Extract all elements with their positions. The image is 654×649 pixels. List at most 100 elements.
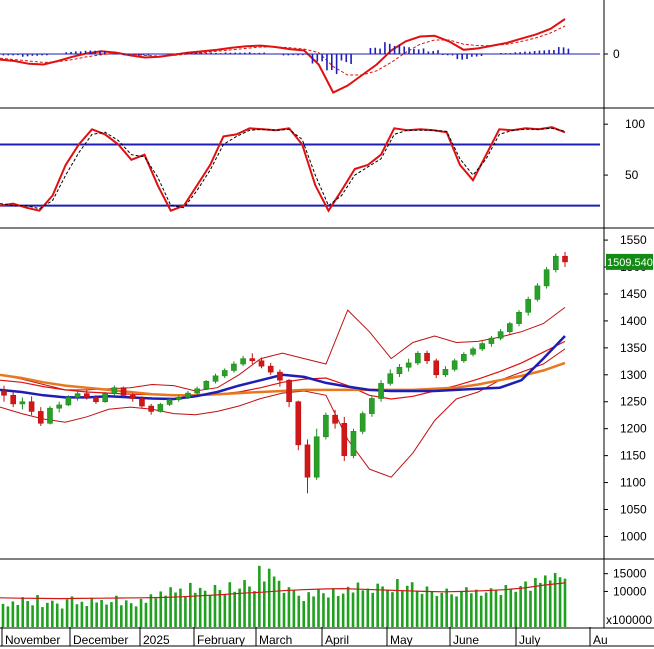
- price-tick-label: 1150: [620, 449, 646, 463]
- candle-body: [10, 394, 17, 405]
- month-label: June: [453, 633, 479, 647]
- candle-body: [295, 401, 302, 446]
- volume-bar: [26, 601, 29, 627]
- candle-body: [323, 414, 329, 438]
- candle-body: [19, 401, 26, 405]
- volume-bar: [331, 588, 335, 627]
- last-price-badge: [606, 253, 653, 270]
- volume-bar: [430, 591, 434, 627]
- volume-bar: [198, 587, 202, 627]
- volume-bar: [164, 595, 167, 627]
- volume-bar: [405, 585, 409, 627]
- volume-bar: [563, 578, 567, 627]
- volume-bar: [509, 589, 513, 627]
- volume-bar: [356, 582, 360, 627]
- volume-tick-label: 15000: [613, 567, 647, 581]
- volume-bar: [233, 591, 237, 627]
- candle-body: [111, 387, 118, 394]
- last-price-label: 1509.540: [607, 257, 653, 269]
- volume-moving-average: [0, 582, 566, 600]
- volume-bar: [341, 593, 345, 627]
- volume-bar: [149, 594, 153, 627]
- candle-body: [479, 343, 486, 350]
- volume-bar: [243, 580, 246, 627]
- candle-body: [1, 390, 7, 396]
- candle-body: [332, 414, 338, 424]
- volume-bar: [60, 608, 64, 627]
- candle-body: [157, 404, 164, 412]
- volume-bar: [425, 586, 429, 627]
- candle-body: [240, 358, 246, 365]
- macd-tick-label: 0: [613, 47, 620, 61]
- volume-bar: [95, 602, 98, 627]
- stochastic-panel: 50 100: [0, 117, 645, 213]
- candle-body: [28, 401, 35, 412]
- candle-body: [341, 422, 348, 456]
- candle-body: [166, 399, 173, 405]
- month-label: Au: [593, 633, 608, 647]
- month-label: February: [197, 633, 245, 647]
- candle-body: [387, 373, 394, 384]
- month-label: March: [259, 633, 292, 647]
- macd-line: [0, 18, 566, 94]
- candle-body: [525, 299, 532, 313]
- volume-bar: [381, 586, 384, 627]
- volume-bar: [90, 597, 94, 627]
- candle-body: [47, 407, 53, 424]
- volume-bar: [208, 595, 212, 627]
- month-label: December: [73, 633, 128, 647]
- volume-bar: [75, 604, 79, 627]
- volume-bar: [100, 599, 103, 627]
- volume-bar: [474, 589, 478, 627]
- volume-bar: [272, 576, 276, 627]
- candle-body: [488, 337, 495, 344]
- candle-body: [212, 375, 219, 382]
- candle-body: [461, 354, 467, 362]
- volume-bar: [41, 607, 44, 627]
- candle-body: [378, 383, 384, 399]
- bollinger-lower-band: [0, 348, 566, 478]
- volume-bar: [440, 592, 444, 627]
- candle-body: [148, 405, 154, 412]
- price-tick-label: 1000: [620, 529, 647, 543]
- volume-bar: [55, 603, 59, 627]
- volume-bar: [46, 602, 49, 627]
- volume-bar: [213, 585, 217, 627]
- price-tick-label: 1250: [620, 395, 647, 409]
- volume-bar: [548, 580, 552, 627]
- volume-bar: [50, 600, 54, 627]
- moving-average-200: [0, 361, 566, 397]
- volume-bar: [543, 575, 547, 627]
- candle-body: [249, 358, 256, 362]
- volume-bar: [189, 582, 192, 627]
- volume-bar: [120, 605, 123, 627]
- volume-bar: [287, 587, 291, 627]
- volume-bar: [386, 589, 389, 627]
- volume-bar: [307, 592, 310, 627]
- month-label: April: [325, 633, 349, 647]
- volume-bar: [351, 592, 355, 627]
- volume-bar: [179, 588, 182, 627]
- volume-bar: [297, 595, 301, 627]
- volume-bar: [465, 587, 468, 627]
- price-tick-label: 1300: [620, 368, 647, 382]
- volume-bar: [445, 588, 448, 627]
- candle-body: [56, 404, 62, 409]
- volume-bar: [376, 583, 379, 627]
- volume-bar: [124, 600, 128, 627]
- month-label: 2025: [143, 633, 170, 647]
- volume-bar: [169, 587, 172, 627]
- volume-bar: [85, 606, 89, 627]
- candle-body: [37, 411, 44, 424]
- price-tick-label: 1550: [620, 233, 647, 247]
- volume-bar: [336, 596, 340, 627]
- candle-body: [543, 269, 550, 287]
- volume-bar: [371, 592, 375, 627]
- month-label: November: [5, 633, 60, 647]
- candle-body: [185, 392, 191, 398]
- candle-body: [231, 363, 237, 371]
- volume-bar: [519, 586, 522, 627]
- volume-bar: [16, 604, 20, 627]
- volume-bar: [410, 582, 414, 627]
